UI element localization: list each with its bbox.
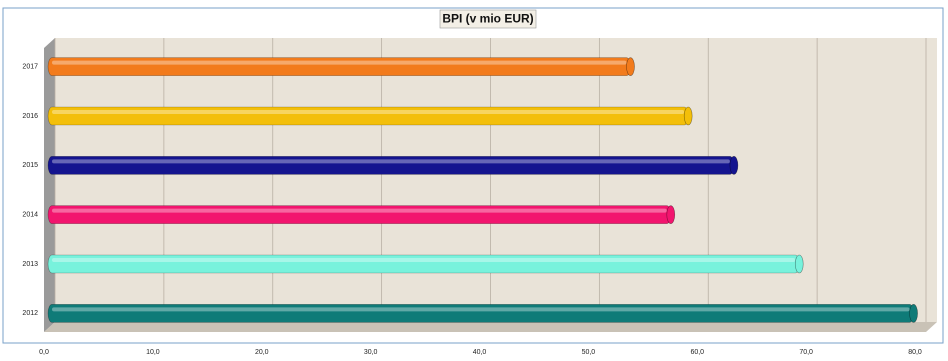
title-box xyxy=(439,9,537,29)
bar xyxy=(47,106,689,126)
y-tick-label: 2016 xyxy=(22,113,38,120)
bar-end xyxy=(626,57,635,76)
bar xyxy=(47,205,672,224)
bar-end xyxy=(683,106,693,126)
y-tick-label: 2014 xyxy=(22,212,38,219)
y-tick-label: 2013 xyxy=(22,261,38,268)
bar-highlight xyxy=(52,258,796,262)
bar-highlight xyxy=(52,208,667,213)
x-tick-label: 70,0 xyxy=(799,349,813,356)
bar-highlight xyxy=(52,307,910,312)
y-tick-label: 2017 xyxy=(22,64,38,71)
bar-highlight xyxy=(52,60,627,65)
bar-end xyxy=(666,205,676,224)
bar-end xyxy=(729,156,739,175)
bar xyxy=(47,304,914,323)
plot-background xyxy=(55,38,937,322)
side-wall xyxy=(44,38,55,332)
y-tick-label: 2012 xyxy=(22,310,38,317)
x-tick-label: 10,0 xyxy=(146,349,160,356)
bar-highlight xyxy=(52,110,685,114)
y-tick-label: 2015 xyxy=(22,162,38,169)
x-tick-label: 60,0 xyxy=(690,349,704,356)
floor xyxy=(44,322,937,332)
x-tick-label: 30,0 xyxy=(364,349,378,356)
x-tick-label: 20,0 xyxy=(255,349,269,356)
bar-end xyxy=(909,304,918,323)
x-tick-label: 50,0 xyxy=(582,349,596,356)
chart-title: BPI (v mio EUR) xyxy=(442,12,533,26)
x-tick-label: 40,0 xyxy=(473,349,487,356)
bar xyxy=(47,156,735,175)
bar xyxy=(47,57,631,76)
x-tick-label: 80,0 xyxy=(908,349,922,356)
bar xyxy=(47,254,800,274)
x-tick-label: 0,0 xyxy=(39,349,49,356)
bar-end xyxy=(794,254,804,274)
bar-highlight xyxy=(52,159,730,164)
